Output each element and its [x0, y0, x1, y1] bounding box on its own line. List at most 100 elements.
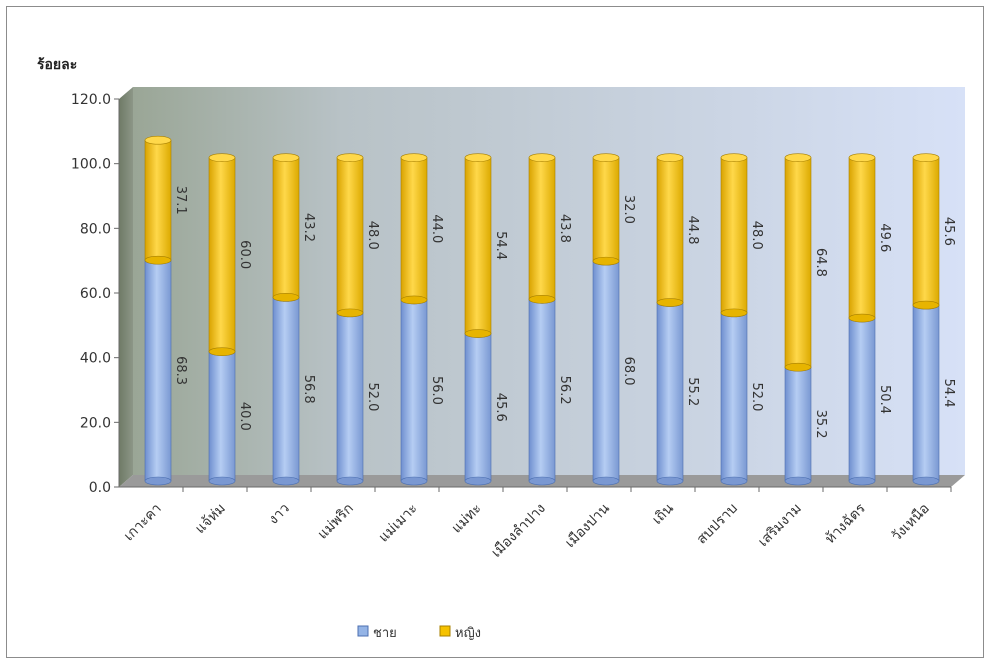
data-label-female: 37.1 [173, 186, 188, 215]
bar-base-male [592, 476, 620, 486]
y-tick-label: 80.0 [80, 221, 111, 237]
y-tick-label: 40.0 [80, 351, 111, 367]
y-tick-label: 120.0 [71, 92, 111, 108]
bar-cap-female [848, 153, 876, 162]
bar-base-male [336, 476, 364, 486]
bar-segment-male [528, 298, 556, 482]
bar-base-male [784, 476, 812, 486]
bar-base-male [272, 476, 300, 486]
bar-segment-female [592, 157, 620, 262]
bar-joint-female [720, 308, 748, 318]
data-label-female: 54.4 [493, 231, 508, 260]
bar-base-male [720, 476, 748, 486]
bar-cap-female [912, 153, 940, 162]
bar-segment-female [848, 157, 876, 319]
bar-segment-male [400, 299, 428, 482]
data-label-female: 44.8 [685, 216, 700, 245]
category-label: เมืองลำปาง [489, 501, 549, 561]
chart-frame: 0.0 20.0 40.0 60.0 80.0 100.0 120.0 68.3 37.1 เกา… [6, 6, 984, 658]
bar-segment-female [656, 157, 684, 303]
bar-cap-female [528, 153, 556, 162]
category-label: งาว [266, 501, 293, 528]
legend-label-male: ชาย [373, 626, 397, 641]
bar-base-male [528, 476, 556, 486]
bar-segment-male [464, 333, 492, 482]
category-label: วังเหนือ [888, 501, 932, 545]
legend-label-female: หญิง [455, 626, 481, 641]
bar-cap-female [272, 153, 300, 162]
bar-cap-female [784, 153, 812, 162]
bar-cap-female [720, 153, 748, 162]
data-label-female: 32.0 [621, 195, 636, 224]
category-label: เกาะคา [121, 501, 165, 545]
category-label: แม่ทะ [449, 501, 485, 537]
bar-segment-female [144, 139, 172, 261]
data-label-male: 35.2 [813, 410, 828, 439]
y-tick-label: 60.0 [80, 286, 111, 302]
bar-segment-male [720, 312, 748, 482]
data-label-male: 56.8 [301, 375, 316, 404]
bar-segment-female [784, 157, 812, 368]
bar-joint-female [592, 256, 620, 266]
y-tick-label: 0.0 [89, 480, 111, 496]
category-label: เมืองปาน [562, 500, 613, 551]
bar-cap-female [144, 135, 172, 145]
data-label-female: 49.6 [877, 223, 892, 252]
category-label: เสริมงาม [755, 501, 805, 551]
bar-base-male [656, 476, 684, 486]
bar-joint-female [784, 362, 812, 372]
bar-cap-female [464, 153, 492, 162]
bar-cap-female [336, 153, 364, 162]
data-label-female: 45.6 [941, 217, 956, 246]
category-label: เถิน [649, 500, 677, 528]
category-label: ห้างฉัตร [822, 500, 869, 547]
bar-base-male [400, 476, 428, 486]
bar-segment-male [592, 260, 620, 482]
bar-joint-female [144, 255, 172, 265]
bar-joint-female [272, 293, 300, 302]
category-label: แม่เมาะ [376, 501, 421, 546]
data-label-female: 48.0 [365, 221, 380, 250]
bar-joint-female [656, 298, 684, 307]
data-label-female: 43.2 [301, 213, 316, 242]
bar-joint-female [912, 300, 940, 310]
bar-segment-male [272, 297, 300, 482]
bar-segment-male [144, 259, 172, 482]
category-label: สบปราบ [694, 501, 741, 548]
bar-joint-female [400, 295, 428, 305]
data-label-female: 48.0 [749, 221, 764, 250]
data-label-male: 68.0 [621, 357, 636, 386]
data-label-male: 50.4 [877, 385, 892, 414]
bar-cap-female [656, 153, 684, 162]
bar-joint-female [208, 347, 236, 356]
data-label-male: 55.2 [685, 377, 700, 406]
bar-joint-female [336, 308, 364, 318]
legend-swatch-male [357, 625, 369, 637]
bar-base-male [848, 476, 876, 486]
bar-segment-male [848, 317, 876, 482]
data-label-male: 54.4 [941, 379, 956, 408]
bar-base-male [912, 476, 940, 486]
stacked-bar-chart: 0.0 20.0 40.0 60.0 80.0 100.0 120.0 68.3 37.1 เกา… [37, 57, 965, 641]
data-label-male: 45.6 [493, 393, 508, 422]
bar-cap-female [592, 153, 620, 162]
y-tick-label: 20.0 [80, 415, 111, 431]
data-label-female: 44.0 [429, 214, 444, 243]
legend: ชาย หญิง [357, 625, 481, 641]
bar-segment-female [272, 157, 300, 298]
y-axis-title: ร้อยละ [37, 57, 77, 73]
bar-cap-female [400, 153, 428, 162]
bar-segment-male [656, 302, 684, 482]
bar-base-male [208, 476, 236, 486]
bar-segment-female [912, 157, 940, 306]
data-label-female: 43.8 [557, 214, 572, 243]
bar-segment-male [336, 312, 364, 482]
bar-segment-female [208, 157, 236, 352]
legend-swatch-female [439, 625, 451, 637]
y-tick-label: 100.0 [71, 157, 111, 173]
category-label: แม่พริก [315, 501, 357, 543]
bar-segment-female [464, 157, 492, 334]
data-label-male: 68.3 [173, 356, 188, 385]
bar-cap-female [208, 153, 236, 162]
bar-segment-female [528, 157, 556, 300]
